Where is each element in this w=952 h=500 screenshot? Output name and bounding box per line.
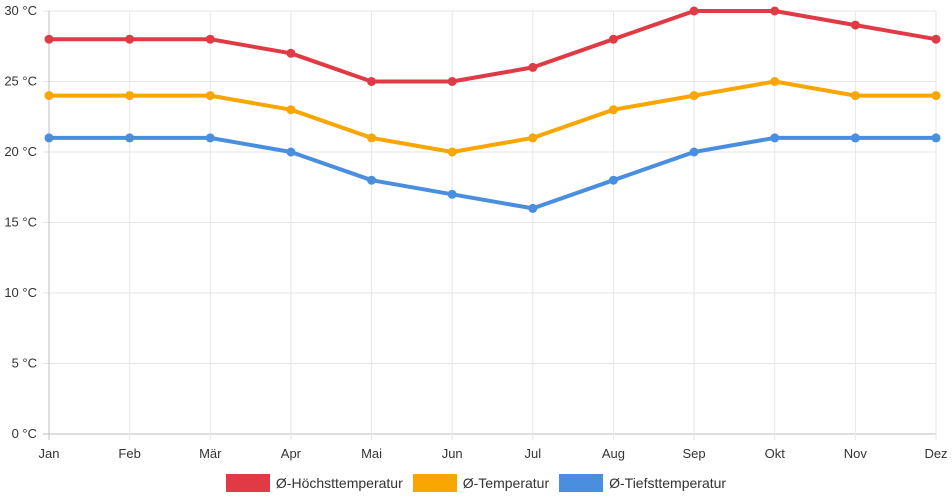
legend-item-avg[interactable]: Ø-Temperatur bbox=[412, 474, 550, 492]
legend-swatch-high bbox=[225, 474, 270, 492]
x-tick-label: Mai bbox=[361, 446, 382, 461]
series-h-chsttemperatur bbox=[44, 6, 941, 86]
data-point[interactable] bbox=[528, 203, 538, 213]
x-tick-label: Dez bbox=[924, 446, 947, 461]
data-point[interactable] bbox=[286, 147, 296, 157]
data-point[interactable] bbox=[205, 133, 215, 143]
series-line bbox=[47, 9, 938, 84]
legend-label-avg: Ø-Temperatur bbox=[462, 475, 550, 491]
data-point[interactable] bbox=[367, 77, 377, 86]
data-point[interactable] bbox=[770, 6, 780, 16]
x-tick-label: Mär bbox=[199, 446, 222, 461]
series-line bbox=[47, 135, 938, 211]
data-point[interactable] bbox=[608, 175, 618, 185]
data-point[interactable] bbox=[931, 91, 941, 101]
data-point[interactable] bbox=[44, 133, 54, 143]
data-point[interactable] bbox=[689, 91, 699, 101]
data-point[interactable] bbox=[528, 62, 538, 72]
series-tiefsttemperatur bbox=[44, 133, 941, 213]
data-point[interactable] bbox=[931, 34, 941, 44]
x-tick-label: Apr bbox=[281, 446, 302, 461]
y-tick-label: 5 °C bbox=[12, 356, 37, 371]
data-point[interactable] bbox=[850, 133, 860, 143]
data-point[interactable] bbox=[44, 34, 54, 44]
data-point[interactable] bbox=[205, 91, 215, 101]
data-point[interactable] bbox=[528, 133, 538, 143]
data-point[interactable] bbox=[447, 189, 457, 199]
legend-item-low[interactable]: Ø-Tiefsttemperatur bbox=[559, 474, 726, 492]
data-point[interactable] bbox=[44, 91, 54, 101]
data-point[interactable] bbox=[367, 175, 377, 185]
data-point[interactable] bbox=[205, 34, 215, 44]
y-tick-label: 10 °C bbox=[4, 285, 37, 300]
y-tick-label: 20 °C bbox=[4, 144, 37, 159]
x-tick-label: Jul bbox=[525, 446, 542, 461]
series-temperatur bbox=[44, 77, 941, 157]
x-tick-label: Jan bbox=[39, 446, 60, 461]
data-point[interactable] bbox=[608, 34, 618, 44]
temperature-line-chart: 0 °C 5 °C 10 °C 15 °C 20 °C 25 °C 30 °C Jan Feb… bbox=[4, 3, 948, 461]
x-tick-label: Sep bbox=[683, 446, 706, 461]
chart-legend: Ø-Höchsttemperatur Ø-Temperatur Ø-Tiefst… bbox=[0, 470, 952, 496]
data-point[interactable] bbox=[850, 20, 860, 30]
data-point[interactable] bbox=[125, 91, 135, 101]
data-point[interactable] bbox=[689, 147, 699, 157]
legend-label-low: Ø-Tiefsttemperatur bbox=[609, 475, 727, 491]
data-point[interactable] bbox=[125, 34, 135, 44]
series-line bbox=[47, 79, 938, 154]
y-tick-label: 0 °C bbox=[12, 426, 37, 441]
y-tick-label: 15 °C bbox=[4, 215, 37, 230]
x-axis-ticks: Jan Feb Mär Apr Mai Jun Jul Aug Sep Okt Nov Dez bbox=[39, 446, 948, 461]
legend-item-high[interactable]: Ø-Höchsttemperatur bbox=[225, 474, 403, 492]
x-tick-label: Okt bbox=[765, 446, 786, 461]
data-point[interactable] bbox=[286, 105, 296, 115]
data-point[interactable] bbox=[931, 133, 941, 143]
y-tick-label: 30 °C bbox=[4, 3, 37, 18]
data-point[interactable] bbox=[770, 133, 780, 143]
x-tick-label: Feb bbox=[118, 446, 140, 461]
legend-label-high: Ø-Höchsttemperatur bbox=[275, 475, 403, 491]
data-point[interactable] bbox=[447, 77, 457, 86]
data-point[interactable] bbox=[689, 6, 699, 16]
data-point[interactable] bbox=[770, 77, 780, 86]
legend-swatch-low bbox=[559, 474, 604, 492]
y-tick-label: 25 °C bbox=[4, 74, 37, 89]
data-point[interactable] bbox=[286, 48, 296, 58]
y-axis-ticks: 0 °C 5 °C 10 °C 15 °C 20 °C 25 °C 30 °C bbox=[4, 3, 37, 441]
series-lines bbox=[44, 6, 941, 213]
data-point[interactable] bbox=[447, 147, 457, 157]
data-point[interactable] bbox=[125, 133, 135, 143]
x-tick-label: Nov bbox=[844, 446, 868, 461]
data-point[interactable] bbox=[608, 105, 618, 115]
legend-swatch-avg bbox=[412, 474, 457, 492]
data-point[interactable] bbox=[850, 91, 860, 101]
data-point[interactable] bbox=[367, 133, 377, 143]
x-tick-label: Jun bbox=[442, 446, 463, 461]
x-tick-label: Aug bbox=[602, 446, 625, 461]
